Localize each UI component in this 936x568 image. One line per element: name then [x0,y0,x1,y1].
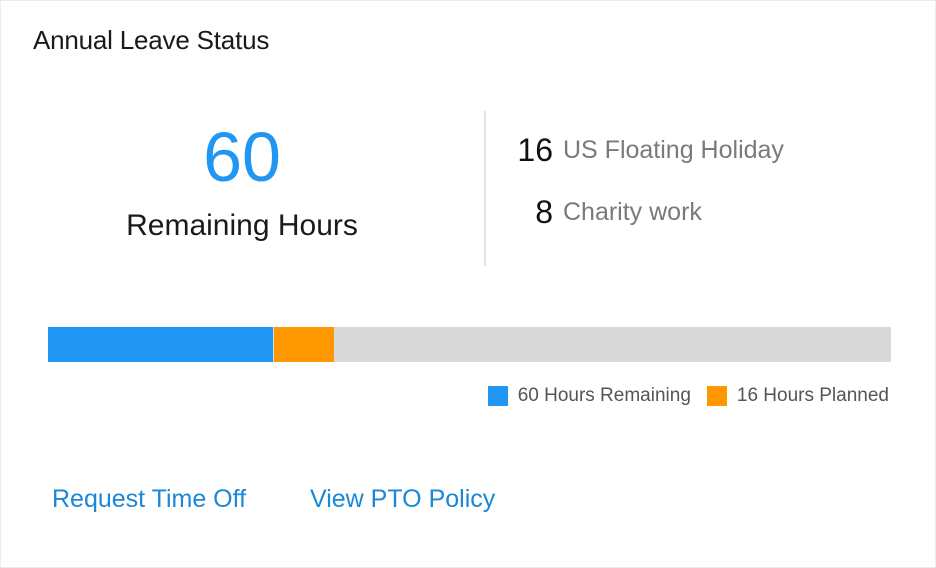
remaining-hours-label: Remaining Hours [126,209,358,242]
detail-row-floating-holiday: 16 US Floating Holiday [501,130,784,170]
progress-segment-remaining [48,327,273,362]
detail-value: 16 [517,131,553,168]
remaining-hours-value: 60 [203,118,281,196]
legend-item-planned: 16 Hours Planned [706,385,889,407]
detail-label: Charity work [563,197,702,226]
detail-row-charity-work: 8 Charity work [501,192,702,232]
legend-label-remaining: 60 Hours Remaining [517,385,691,406]
detail-value: 8 [535,193,553,230]
view-pto-policy-link[interactable]: View PTO Policy [310,485,496,513]
legend-item-remaining: 60 Hours Remaining [487,385,691,407]
legend-swatch-remaining [487,386,508,406]
leave-progress-bar [48,327,891,362]
progress-segment-planned [274,327,334,362]
legend-swatch-planned [706,386,727,406]
vertical-divider [484,111,486,266]
progress-legend: 60 Hours Remaining 16 Hours Planned [472,385,889,407]
request-time-off-link[interactable]: Request Time Off [52,485,247,513]
card-title: Annual Leave Status [33,25,270,55]
detail-label: US Floating Holiday [563,135,784,164]
legend-label-planned: 16 Hours Planned [736,385,889,406]
